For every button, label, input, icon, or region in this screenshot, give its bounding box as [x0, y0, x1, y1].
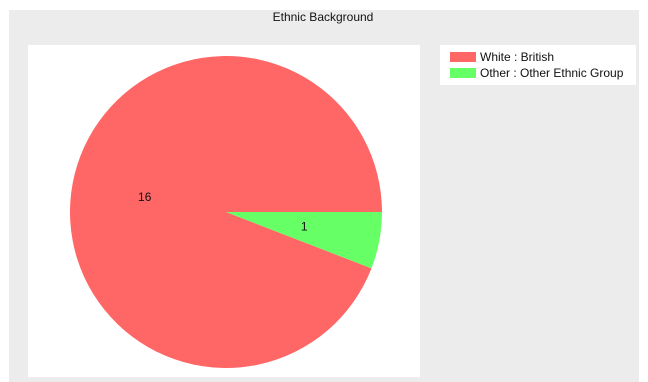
- legend-item-white-british: White : British: [450, 50, 554, 64]
- pie-slice-other-ethnic-group: [226, 212, 382, 269]
- chart-title: Ethnic Background: [272, 10, 374, 24]
- legend-item-other-ethnic-group: Other : Other Ethnic Group: [450, 66, 623, 80]
- legend-swatch-other-ethnic-group: [450, 68, 476, 78]
- legend-label-other-ethnic-group: Other : Other Ethnic Group: [480, 66, 624, 80]
- legend-swatch-white-british: [450, 52, 476, 62]
- slice-label-white-british: 16: [138, 190, 152, 204]
- slice-label-other-ethnic-group: 1: [301, 220, 308, 234]
- plot-area: 16 1: [28, 45, 420, 377]
- legend-label-white-british: White : British: [480, 50, 555, 64]
- legend: White : British Other : Other Ethnic Gro…: [440, 45, 636, 85]
- pie-chart: 16 1: [70, 55, 382, 368]
